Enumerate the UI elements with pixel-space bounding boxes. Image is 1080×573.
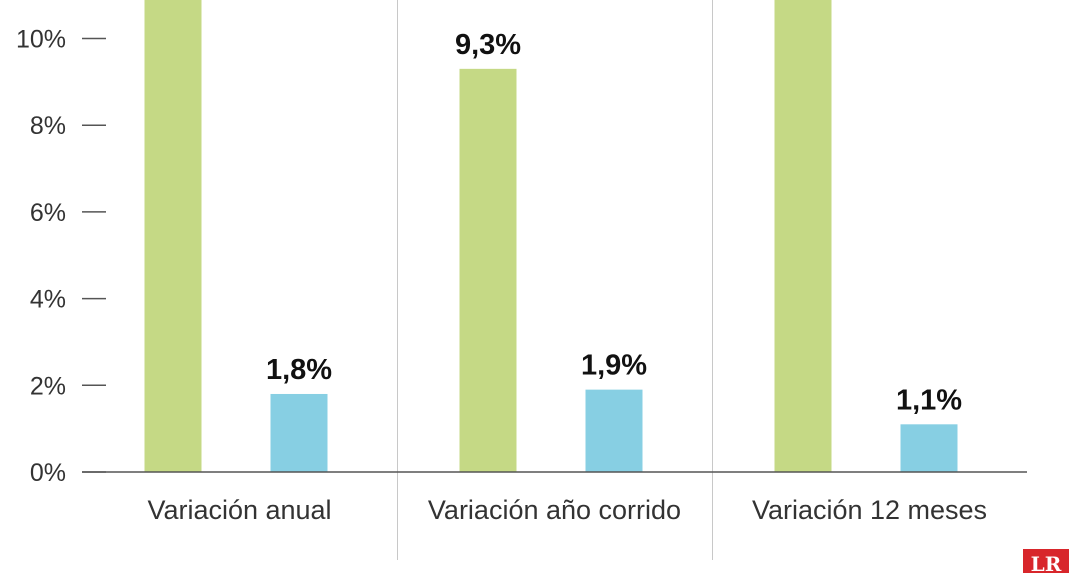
y-tick-label: 6%	[30, 199, 66, 227]
bar	[585, 389, 643, 472]
bar	[774, 0, 832, 472]
data-label: 1,8%	[266, 354, 332, 386]
category-label: Variación 12 meses	[752, 495, 987, 525]
y-tick-label: 8%	[30, 112, 66, 140]
data-label: 1,9%	[581, 350, 647, 382]
y-tick-label: 0%	[30, 459, 66, 487]
bar	[900, 424, 958, 472]
category-label: Variación anual	[147, 495, 331, 525]
bar	[144, 0, 202, 472]
bar	[459, 68, 517, 472]
category-label: Variación año corrido	[428, 495, 681, 525]
bar	[270, 393, 328, 472]
y-tick-label: 10%	[16, 26, 66, 54]
data-label: 1,1%	[896, 384, 962, 416]
y-tick-label: 4%	[30, 286, 66, 314]
data-label: 9,3%	[455, 29, 521, 61]
y-tick-label: 2%	[30, 372, 66, 400]
brand-logo: LR	[1023, 549, 1069, 573]
